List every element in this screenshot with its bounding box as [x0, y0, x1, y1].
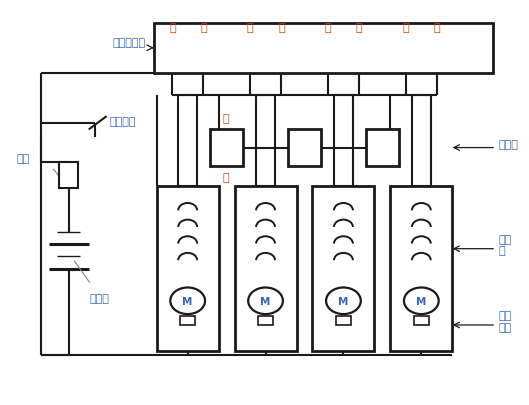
Text: 升: 升: [402, 23, 409, 33]
Bar: [157, 186, 218, 351]
Text: 升: 升: [247, 23, 253, 33]
Text: 升: 升: [222, 113, 229, 124]
Bar: [234, 186, 297, 351]
Text: 降: 降: [355, 23, 362, 33]
Bar: [59, 162, 78, 188]
Text: M: M: [260, 296, 271, 306]
Text: 门开关: 门开关: [499, 139, 518, 149]
Bar: [180, 316, 195, 325]
Bar: [366, 130, 399, 167]
Text: 降: 降: [222, 173, 229, 183]
Bar: [336, 316, 351, 325]
Text: M: M: [416, 296, 426, 306]
Text: M: M: [338, 296, 349, 306]
Circle shape: [170, 288, 205, 314]
Circle shape: [326, 288, 361, 314]
Text: 断路
开关: 断路 开关: [499, 310, 512, 332]
Bar: [313, 186, 375, 351]
Text: 升: 升: [324, 23, 331, 33]
Bar: [154, 23, 494, 74]
Text: 降: 降: [278, 23, 285, 33]
Bar: [288, 130, 321, 167]
Text: 降: 降: [433, 23, 440, 33]
Bar: [390, 186, 452, 351]
Text: 点火开关: 点火开关: [110, 117, 136, 127]
Bar: [414, 316, 428, 325]
Text: 熔丝: 熔丝: [16, 153, 29, 163]
Text: 电动
机: 电动 机: [499, 234, 512, 256]
Circle shape: [404, 288, 439, 314]
Text: 降: 降: [200, 23, 207, 33]
Text: 蓄电池: 蓄电池: [90, 293, 110, 303]
Bar: [258, 316, 273, 325]
Bar: [211, 130, 243, 167]
Text: 升: 升: [169, 23, 176, 33]
Circle shape: [248, 288, 283, 314]
Text: 总控制开关: 总控制开关: [113, 38, 146, 48]
Text: M: M: [183, 296, 193, 306]
